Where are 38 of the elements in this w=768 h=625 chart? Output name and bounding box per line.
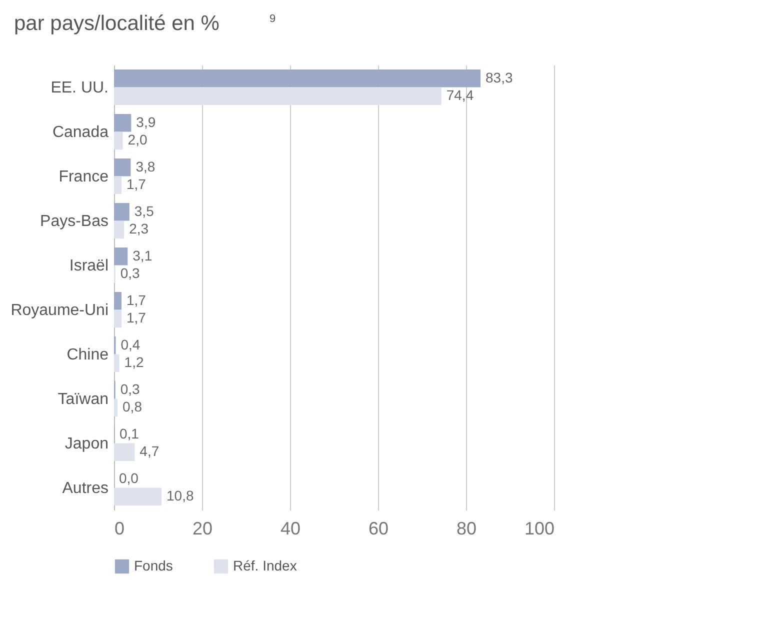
x-tick-label: 80 bbox=[456, 518, 477, 538]
legend-label: Fonds bbox=[134, 557, 173, 574]
y-tick-label: Japon bbox=[64, 435, 108, 452]
legend-label: Réf. Index bbox=[233, 557, 297, 574]
data-label: 1,7 bbox=[126, 292, 146, 308]
data-label: 2,3 bbox=[129, 220, 149, 237]
x-tick-label: 100 bbox=[524, 518, 554, 538]
data-label: 10,8 bbox=[166, 488, 194, 504]
x-tick-label: 0 bbox=[114, 518, 125, 538]
y-tick-label: France bbox=[58, 168, 109, 186]
x-tick-label: 20 bbox=[192, 518, 213, 538]
data-label: 2,0 bbox=[128, 132, 148, 148]
y-tick-label: Taïwan bbox=[58, 390, 108, 408]
data-label: 0,0 bbox=[119, 470, 139, 486]
x-tick-label: 40 bbox=[280, 518, 301, 538]
y-tick-label: Canada bbox=[52, 124, 109, 141]
y-tick-label: Chine bbox=[66, 346, 109, 364]
data-label: 0,1 bbox=[119, 425, 140, 442]
data-label: 3,8 bbox=[136, 158, 156, 174]
data-label: 1,2 bbox=[124, 354, 144, 370]
data-label: 3,5 bbox=[134, 202, 154, 219]
data-label: 3,1 bbox=[132, 247, 152, 264]
data-label: 0,3 bbox=[120, 380, 140, 397]
data-label: 4,7 bbox=[140, 443, 160, 460]
data-label: 1,7 bbox=[126, 176, 146, 192]
y-tick-label: EE. UU. bbox=[50, 79, 108, 96]
data-label: 0,4 bbox=[120, 336, 140, 352]
data-label: 3,9 bbox=[136, 114, 156, 130]
data-label: 0,8 bbox=[122, 398, 142, 415]
y-tick-label: Pays-Bas bbox=[40, 212, 108, 230]
x-tick-label: 60 bbox=[368, 518, 389, 538]
data-label: 74,4 bbox=[446, 87, 474, 104]
y-tick-label: Royaume-Uni bbox=[10, 302, 108, 319]
data-label: 1,7 bbox=[126, 310, 146, 326]
y-tick-label: Autres bbox=[62, 480, 108, 497]
y-tick-label: Israël bbox=[69, 257, 108, 274]
data-label: 0,3 bbox=[120, 265, 140, 282]
data-label: 83,3 bbox=[486, 69, 513, 86]
